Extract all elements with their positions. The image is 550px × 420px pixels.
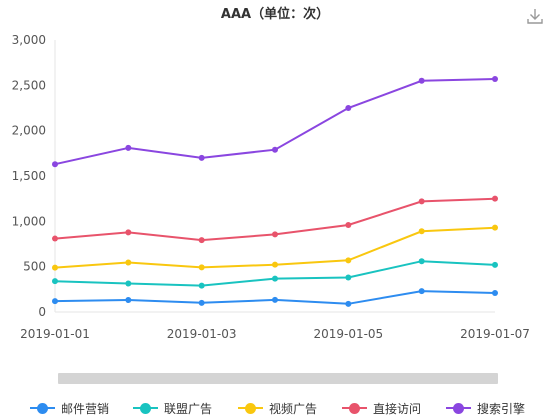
y-tick-label: 3,000 bbox=[12, 33, 46, 47]
x-tick-label: 2019-01-01 bbox=[20, 327, 90, 341]
data-point[interactable] bbox=[125, 297, 132, 304]
data-point[interactable] bbox=[492, 261, 498, 268]
y-axis: 0 500 1,000 1,500 2,000 2,500 3,000 bbox=[12, 33, 56, 319]
x-axis: 2019-01-01 2019-01-03 2019-01-05 2019-01-07 bbox=[20, 311, 530, 341]
data-point[interactable] bbox=[492, 224, 498, 231]
legend-swatch bbox=[446, 401, 471, 415]
data-point[interactable] bbox=[272, 261, 278, 268]
data-point[interactable] bbox=[125, 259, 132, 266]
data-zoom-slider[interactable] bbox=[58, 373, 498, 384]
y-tick-label: 500 bbox=[23, 260, 46, 274]
data-point[interactable] bbox=[198, 282, 205, 289]
legend-swatch bbox=[342, 401, 367, 415]
legend-item[interactable]: 直接访问 bbox=[342, 398, 421, 418]
data-point[interactable] bbox=[52, 235, 58, 242]
legend-item[interactable]: 视频广告 bbox=[238, 398, 317, 418]
data-point[interactable] bbox=[418, 288, 425, 295]
chart-title: AAA（单位：次） bbox=[220, 7, 330, 22]
data-point[interactable] bbox=[492, 195, 498, 202]
legend-swatch bbox=[30, 401, 55, 415]
data-point[interactable] bbox=[52, 278, 58, 285]
y-tick-label: 1,000 bbox=[12, 214, 46, 228]
legend-swatch bbox=[133, 401, 158, 415]
legend-label: 视频广告 bbox=[269, 401, 318, 416]
y-tick-label: 1,500 bbox=[12, 169, 46, 183]
data-point[interactable] bbox=[52, 298, 58, 305]
data-point[interactable] bbox=[52, 161, 58, 168]
legend-label: 邮件营销 bbox=[61, 401, 110, 416]
data-point[interactable] bbox=[125, 280, 132, 287]
data-point[interactable] bbox=[198, 237, 205, 244]
data-point[interactable] bbox=[345, 105, 352, 111]
series-lines bbox=[52, 75, 498, 307]
download-icon[interactable] bbox=[526, 7, 544, 25]
data-point[interactable] bbox=[345, 274, 352, 281]
data-point[interactable] bbox=[345, 221, 352, 228]
data-point[interactable] bbox=[272, 296, 278, 303]
data-point[interactable] bbox=[418, 228, 425, 235]
data-point[interactable] bbox=[492, 75, 498, 82]
legend-item[interactable]: 搜索引擎 bbox=[446, 398, 525, 418]
x-tick-label: 2019-01-07 bbox=[460, 327, 530, 341]
data-point[interactable] bbox=[345, 300, 352, 307]
data-point[interactable] bbox=[418, 258, 425, 265]
y-tick-label: 2,000 bbox=[12, 124, 46, 138]
data-point[interactable] bbox=[418, 77, 425, 84]
legend: 邮件营销 联盟广告 视频广告 直接访问 搜索引擎 bbox=[0, 398, 550, 418]
legend-label: 联盟广告 bbox=[164, 401, 213, 416]
y-tick-label: 0 bbox=[38, 305, 46, 319]
x-tick-label: 2019-01-03 bbox=[167, 327, 237, 341]
legend-item[interactable]: 联盟广告 bbox=[133, 398, 212, 418]
legend-swatch bbox=[238, 401, 263, 415]
data-point[interactable] bbox=[198, 264, 205, 271]
legend-item[interactable]: 邮件营销 bbox=[30, 398, 109, 418]
data-point[interactable] bbox=[492, 289, 498, 296]
data-point[interactable] bbox=[198, 299, 205, 306]
y-tick-label: 2,500 bbox=[12, 78, 46, 92]
data-point[interactable] bbox=[52, 264, 58, 271]
legend-label: 直接访问 bbox=[373, 401, 422, 416]
x-tick-label: 2019-01-05 bbox=[313, 327, 383, 341]
data-point[interactable] bbox=[198, 154, 205, 161]
data-point[interactable] bbox=[272, 146, 278, 153]
data-point[interactable] bbox=[272, 231, 278, 238]
data-point[interactable] bbox=[272, 275, 278, 282]
legend-label: 搜索引擎 bbox=[477, 401, 526, 416]
data-point[interactable] bbox=[418, 198, 425, 205]
data-point[interactable] bbox=[125, 229, 132, 236]
data-point[interactable] bbox=[125, 144, 132, 151]
data-point[interactable] bbox=[345, 257, 352, 264]
